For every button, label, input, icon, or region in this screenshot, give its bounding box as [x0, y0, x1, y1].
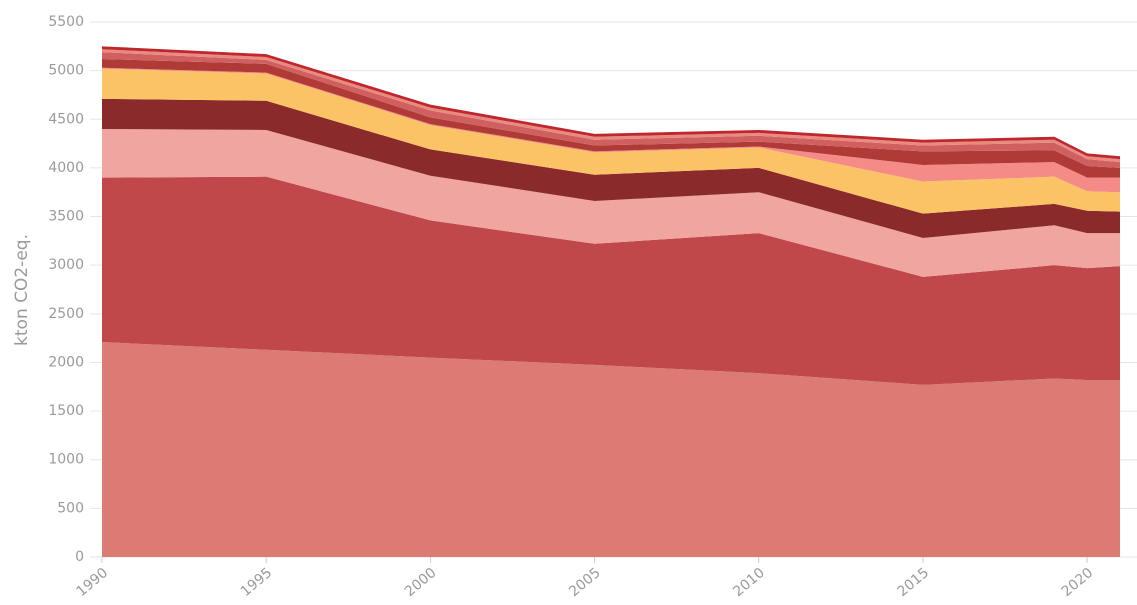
x-tick-label: 2005: [566, 565, 604, 600]
y-tick-label: 2500: [48, 306, 84, 322]
area: [102, 342, 1120, 557]
area: [102, 68, 1120, 214]
y-tick-label: 3000: [48, 257, 84, 273]
y-tick-label: 0: [75, 549, 84, 565]
x-tick-label: 2000: [402, 565, 440, 600]
y-tick-label: 1500: [48, 403, 84, 419]
y-tick-label: 4500: [48, 111, 84, 127]
area: [102, 176, 1120, 385]
y-tick-label: 5000: [48, 63, 84, 79]
area: [102, 98, 1120, 238]
y-tick-label: 4000: [48, 160, 84, 176]
x-tick-label: 1990: [74, 565, 112, 600]
area: [102, 67, 1120, 193]
x-tick-label: 2015: [895, 565, 933, 600]
y-tick-label: 5500: [48, 14, 84, 30]
x-tick-label: 2020: [1059, 565, 1097, 600]
area: [102, 129, 1120, 277]
y-tick-label: 3500: [48, 209, 84, 225]
y-tick-label: 1000: [48, 452, 84, 468]
y-axis-label: kton CO2-eq.: [12, 234, 32, 346]
y-tick-label: 500: [57, 500, 84, 516]
area: [102, 52, 1120, 168]
x-tick-label: 1995: [238, 565, 276, 600]
y-tick-label: 2000: [48, 354, 84, 370]
x-tick-label: 2010: [730, 565, 768, 600]
